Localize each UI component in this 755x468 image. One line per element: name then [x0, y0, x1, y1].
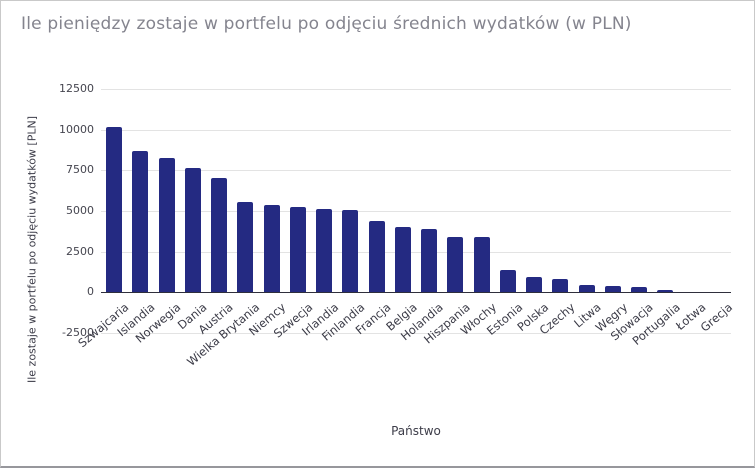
- y-tick-label-5000: 5000: [66, 204, 94, 217]
- y-tick-label-10000: 10000: [59, 122, 94, 136]
- gridline-10000: [101, 129, 731, 131]
- bar-9: [342, 210, 359, 293]
- y-tick-label-2500: 2500: [66, 244, 94, 258]
- chart-title: Ile pieniędzy zostaje w portfelu po odję…: [21, 14, 632, 34]
- bar-13: [447, 237, 464, 293]
- bar-3: [184, 167, 201, 293]
- y-tick-label--2500: -2500: [62, 326, 94, 339]
- gridline-12500: [101, 89, 731, 90]
- bar-15: [499, 269, 516, 293]
- bar-19: [604, 285, 621, 293]
- bar-6: [263, 204, 280, 293]
- bar-5: [237, 202, 254, 293]
- y-tick-label-0: 0: [87, 285, 94, 299]
- y-axis-ticks: 12500 10000 7500 5000 2500 0 -2500: [1, 1, 94, 466]
- bar-18: [578, 285, 595, 293]
- bar-0: [106, 127, 123, 293]
- gridline-2500: [101, 251, 731, 253]
- y-tick-label-7500: 7500: [66, 163, 94, 177]
- x-axis-title: Państwo: [391, 424, 441, 438]
- bar-20: [631, 287, 648, 293]
- y-tick-label-12500: 12500: [59, 82, 94, 95]
- bar-17: [552, 279, 569, 293]
- bar-10: [368, 220, 385, 293]
- bar-16: [526, 276, 543, 293]
- gridline--2500: [101, 333, 731, 334]
- plot-area: Szwajcaria Islandia Norwegia Dania Austria Wi…: [75, 89, 735, 369]
- bar-14: [473, 237, 490, 293]
- bar-4: [211, 177, 228, 293]
- bar-21: [657, 289, 674, 293]
- gridline-5000: [101, 211, 731, 212]
- x-axis-zero-line: [101, 292, 731, 294]
- bar-1: [132, 150, 149, 293]
- bar-2: [158, 158, 175, 293]
- bar-22: [683, 291, 700, 293]
- bar-11: [394, 226, 411, 293]
- gridline-7500: [101, 170, 731, 172]
- bar-12: [421, 228, 438, 293]
- bar-8: [316, 209, 333, 293]
- bar-7: [289, 206, 306, 293]
